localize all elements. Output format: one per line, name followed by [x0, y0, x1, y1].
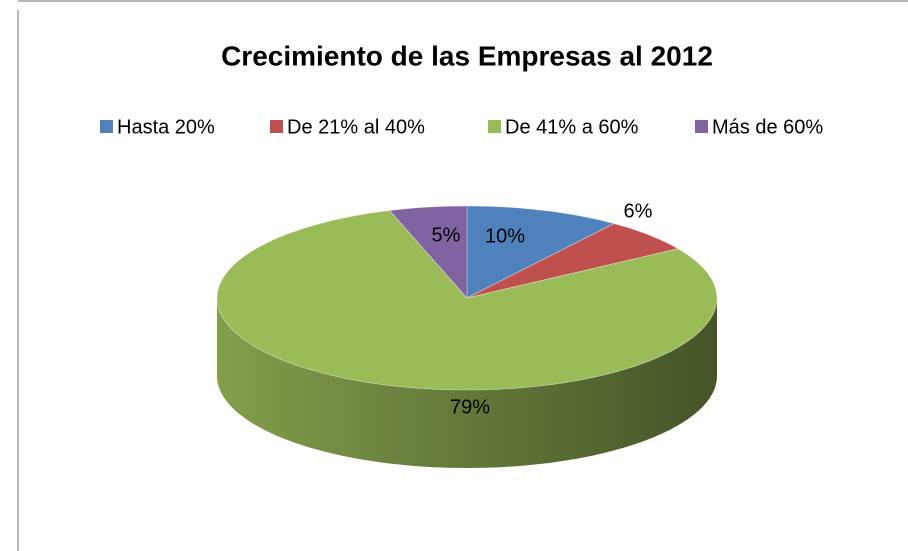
legend-swatch [488, 120, 501, 133]
legend-swatch [695, 120, 708, 133]
legend-label: Más de 60% [712, 116, 823, 138]
data-label: 10% [485, 225, 525, 247]
data-label: 79% [450, 396, 490, 418]
legend-swatch [100, 120, 113, 133]
legend-label: De 41% a 60% [505, 116, 639, 138]
chart: Crecimiento de las Empresas al 2012 Hast… [0, 0, 908, 551]
legend-swatch [270, 120, 283, 133]
legend-label: Hasta 20% [117, 116, 215, 138]
chart-title: Crecimiento de las Empresas al 2012 [221, 40, 713, 71]
legend-label: De 21% al 40% [287, 116, 425, 138]
data-label: 6% [624, 200, 653, 222]
data-label: 5% [432, 224, 461, 246]
